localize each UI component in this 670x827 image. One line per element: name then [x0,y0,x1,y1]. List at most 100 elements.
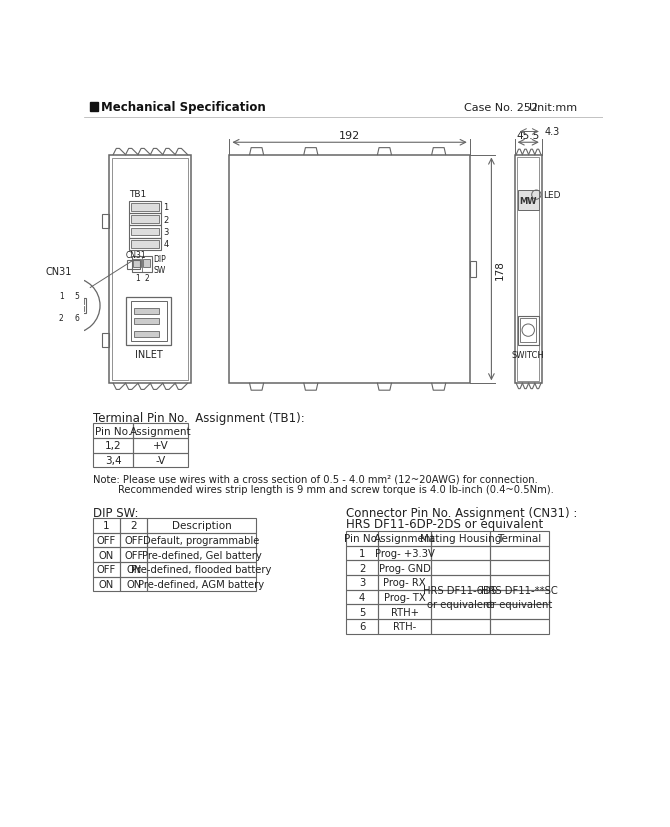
Text: 2: 2 [131,521,137,531]
Bar [131,241,159,248]
Text: HRS DF11-**SC
or equivalent: HRS DF11-**SC or equivalent [481,586,557,609]
Text: 3,4: 3,4 [105,456,121,466]
Bar [518,191,539,211]
Text: HRS DF11-6DP-2DS or equivalent: HRS DF11-6DP-2DS or equivalent [346,518,543,531]
Bar [69,306,75,312]
Bar [93,438,133,453]
Bar [120,533,147,547]
Bar [78,299,84,304]
Text: Pre-defined, AGM battery: Pre-defined, AGM battery [139,579,265,589]
Text: 1: 1 [103,521,110,531]
Text: 1: 1 [163,203,169,213]
Text: 6: 6 [359,621,365,632]
Bar [517,158,539,381]
Text: 6: 6 [74,314,79,323]
Text: SWITCH: SWITCH [512,351,545,360]
Text: CN31: CN31 [125,251,146,259]
Bar [147,562,256,577]
Text: 2: 2 [359,563,365,573]
Text: 3: 3 [359,577,365,588]
Text: Pin No.: Pin No. [95,426,131,436]
Text: OFF: OFF [124,550,143,560]
Text: +V: +V [153,441,168,451]
Text: 4.3: 4.3 [544,127,559,137]
Bar [133,423,188,438]
Bar [93,519,120,533]
Text: Default, programmable: Default, programmable [143,535,260,545]
Bar [147,577,256,591]
Bar [379,619,431,633]
Bar [131,302,167,342]
Bar [490,561,549,576]
Bar [520,318,537,343]
Text: 5: 5 [359,607,365,617]
Text: Pin No.: Pin No. [344,533,380,544]
Bar [127,261,139,270]
Bar [346,605,379,619]
Bar [134,318,159,324]
Bar [490,546,549,561]
Text: OFF: OFF [97,535,116,545]
Bar [518,316,539,346]
Bar [379,605,431,619]
Bar [133,260,141,268]
Bar [78,306,84,312]
Text: Assignment: Assignment [374,533,436,544]
Text: 1: 1 [135,274,139,283]
Text: CN31: CN31 [46,267,72,277]
Bar [93,533,120,547]
Bar [431,619,490,633]
Bar [120,519,147,533]
Text: 4: 4 [359,592,365,602]
Bar [346,576,379,590]
Bar [131,203,159,212]
Bar [379,546,431,561]
Text: Prog- +3.3V: Prog- +3.3V [375,548,435,558]
Bar [346,546,379,561]
Bar [103,215,109,228]
Text: Prog- GND: Prog- GND [379,563,431,573]
Text: -V: -V [155,456,165,466]
Text: OFF: OFF [97,565,116,575]
Bar [134,308,159,314]
Text: 2: 2 [163,216,169,224]
Text: Assignment: Assignment [130,426,192,436]
Text: DIP SW:: DIP SW: [93,506,139,519]
Bar [147,547,256,562]
Bar [131,216,159,224]
Text: 2: 2 [145,274,149,283]
Bar [129,226,161,238]
Text: Terminal: Terminal [497,533,541,544]
Bar [58,299,86,313]
Text: Pre-defined, Gel battery: Pre-defined, Gel battery [141,550,261,560]
Bar [229,155,470,384]
Text: 45.5: 45.5 [517,131,540,141]
Text: Pre-defined, flooded battery: Pre-defined, flooded battery [131,565,272,575]
Text: Prog- RX: Prog- RX [383,577,426,588]
Text: DIP
SW: DIP SW [153,255,166,275]
Bar [379,532,431,546]
Bar [431,532,490,546]
Bar [109,155,191,384]
Text: RTH-: RTH- [393,621,416,632]
Bar [69,299,75,304]
Bar [470,262,476,277]
Bar [103,333,109,347]
Text: 5: 5 [74,292,79,301]
Text: OFF: OFF [124,535,143,545]
Bar [127,298,172,346]
Text: LED: LED [543,191,561,200]
Text: MW: MW [519,196,537,205]
Text: Terminal Pin No.  Assignment (TB1):: Terminal Pin No. Assignment (TB1): [93,412,305,424]
Bar [490,532,549,546]
Bar [93,562,120,577]
Bar [129,202,161,214]
Text: Case No. 252: Case No. 252 [464,103,537,112]
Bar [147,533,256,547]
Bar [431,546,490,561]
Bar [120,562,147,577]
Bar [379,576,431,590]
Text: Note: Please use wires with a cross section of 0.5 - 4.0 mm² (12~20AWG) for conn: Note: Please use wires with a cross sect… [93,474,538,484]
Bar [490,590,549,605]
Text: INLET: INLET [135,350,163,360]
